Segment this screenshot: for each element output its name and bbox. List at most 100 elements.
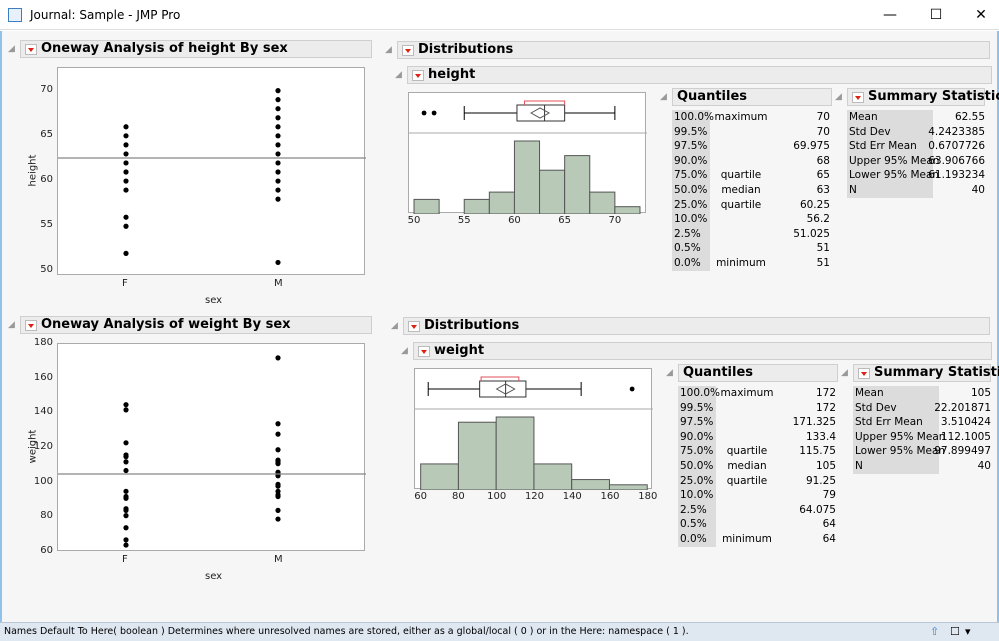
data-point [275, 355, 281, 361]
red-triangle-menu-icon[interactable] [402, 45, 414, 56]
data-point [123, 488, 129, 494]
red-triangle-menu-icon[interactable] [25, 320, 37, 331]
histogram-bar [539, 169, 566, 215]
quantile-percent: 90.0% [672, 153, 710, 169]
stat-name: Std Dev [853, 400, 939, 416]
data-point [123, 459, 129, 465]
y-tick-label: 50 [40, 264, 53, 276]
disclosure-triangle-icon[interactable]: ◢ [8, 320, 15, 330]
data-point [123, 169, 129, 175]
disclosure-triangle-icon[interactable]: ◢ [401, 346, 408, 356]
x-tick-label: M [274, 554, 283, 565]
x-tick-label: M [274, 278, 283, 289]
quantile-value: 171.325 [792, 416, 836, 429]
status-bar: Names Default To Here( boolean ) Determi… [0, 622, 999, 641]
quantile-value: 56.2 [806, 213, 830, 226]
quantile-row: 99.5% 172 [678, 400, 836, 416]
mean-diamond [495, 383, 516, 395]
data-point [123, 542, 129, 548]
red-triangle-menu-icon[interactable] [852, 92, 864, 103]
oneway-plot [57, 343, 366, 551]
y-tick-label: 60 [40, 174, 53, 186]
quantile-value: 64.075 [799, 503, 836, 516]
data-point [275, 169, 281, 175]
y-tick-label: 160 [33, 371, 53, 383]
y-axis-label: height [27, 154, 39, 187]
data-point [123, 537, 129, 543]
quantile-label: quartile [720, 198, 762, 211]
red-triangle-menu-icon[interactable] [25, 44, 37, 55]
variable-header: height [407, 66, 992, 84]
quantile-label: median [727, 459, 767, 472]
data-point [275, 431, 281, 437]
x-tick-label: 55 [457, 215, 471, 226]
quantile-label: quartile [726, 445, 768, 458]
maximize-button[interactable]: ☐ [929, 7, 943, 23]
variable-header-title: height [428, 67, 476, 82]
quantile-row: 10.0% 56.2 [672, 212, 830, 227]
quantile-row: 0.5% 64 [678, 517, 836, 532]
disclosure-triangle-icon[interactable]: ◢ [385, 45, 392, 55]
stat-name: Upper 95% Mean [853, 429, 946, 445]
quantile-row: 2.5% 64.075 [678, 502, 836, 518]
disclosure-triangle-icon[interactable]: ◢ [841, 368, 848, 378]
quantiles-header: Quantiles [678, 364, 838, 382]
stat-name: Std Err Mean [853, 415, 939, 430]
summary-table: Mean 105 Std Dev 22.201871 Std Err Mean 3.510… [853, 386, 991, 474]
data-point [123, 507, 129, 513]
data-point [275, 178, 281, 184]
disclosure-triangle-icon[interactable]: ◢ [835, 92, 842, 102]
close-button[interactable]: ✕ [975, 7, 987, 23]
red-triangle-menu-icon[interactable] [418, 346, 430, 357]
quantile-percent: 2.5% [672, 226, 710, 242]
data-point [123, 402, 129, 408]
disclosure-triangle-icon[interactable]: ◢ [8, 44, 15, 54]
quantile-percent: 25.0% [672, 197, 710, 213]
quantile-value: 91.25 [805, 474, 836, 487]
window-list-icon[interactable]: ☐ [950, 625, 960, 638]
dropdown-icon[interactable]: ▾ [965, 625, 971, 638]
summary-statistics-header: Summary Statistics [853, 364, 999, 382]
quantiles-table: 100.0% maximum 172 99.5% 172 97.5% 171.325 90.0… [678, 386, 836, 547]
quantile-row: 100.0% maximum 172 [678, 386, 836, 401]
home-icon[interactable]: ⇧ [930, 625, 940, 638]
stat-name: N [853, 458, 939, 474]
summary-row: Std Dev 4.2423385 [847, 124, 985, 140]
summary-row: Mean 105 [853, 386, 991, 401]
disclosure-triangle-icon[interactable]: ◢ [666, 368, 673, 378]
histogram-bar [571, 479, 610, 491]
data-point [123, 454, 129, 460]
y-axis-label: weight [27, 429, 39, 464]
disclosure-triangle-icon[interactable]: ◢ [395, 70, 402, 80]
jmp-app-icon [8, 8, 22, 22]
box [479, 380, 527, 398]
distributions-header-title: Distributions [424, 318, 520, 333]
stat-name: Mean [853, 386, 939, 401]
data-point [123, 440, 129, 446]
stat-value: 62.55 [954, 111, 985, 123]
oneway-header: Oneway Analysis of weight By sex [20, 316, 372, 334]
red-triangle-menu-icon[interactable] [408, 321, 420, 332]
quantile-percent: 100.0% [678, 386, 721, 401]
data-point [123, 513, 129, 519]
histogram-frame [408, 92, 647, 215]
oneway-header: Oneway Analysis of height By sex [20, 40, 372, 58]
minimize-button[interactable]: — [883, 7, 897, 23]
data-point [275, 483, 281, 489]
red-triangle-menu-icon[interactable] [412, 70, 424, 81]
quantile-value: 64 [822, 532, 836, 545]
stat-value: 40 [977, 459, 991, 472]
quantile-percent: 100.0% [672, 110, 715, 125]
distributions-header: Distributions [403, 317, 990, 335]
y-tick-label: 65 [40, 128, 53, 140]
summary-row: Mean 62.55 [847, 110, 985, 125]
disclosure-triangle-icon[interactable]: ◢ [660, 92, 667, 102]
red-triangle-menu-icon[interactable] [858, 368, 870, 379]
x-tick-label: F [122, 278, 128, 289]
stat-name: Std Dev [847, 124, 933, 140]
status-text: Names Default To Here( boolean ) Determi… [4, 626, 689, 637]
quantile-percent: 99.5% [672, 124, 710, 140]
disclosure-triangle-icon[interactable]: ◢ [391, 321, 398, 331]
journal-content: ◢ Oneway Analysis of height By sex 50 55 60 6… [0, 31, 999, 622]
outlier-point [431, 110, 437, 116]
